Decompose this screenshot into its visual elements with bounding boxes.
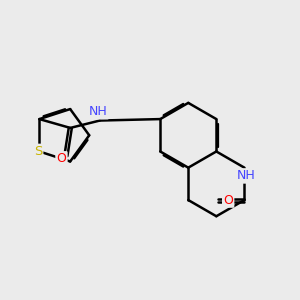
Text: NH: NH [236, 169, 255, 182]
Text: O: O [223, 194, 233, 207]
Text: O: O [56, 152, 66, 165]
Text: NH: NH [89, 105, 108, 118]
Text: S: S [34, 145, 42, 158]
